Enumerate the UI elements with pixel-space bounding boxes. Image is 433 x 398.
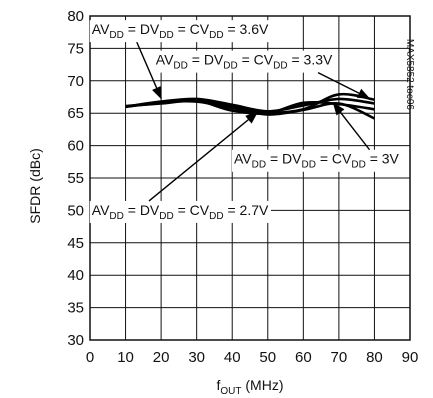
x-tick-label: 10: [117, 349, 134, 366]
x-tick-label: 70: [331, 349, 348, 366]
y-tick-label: 75: [67, 40, 84, 57]
y-tick-label: 40: [67, 267, 84, 284]
annotation-2: AVDD = DVDD = CVDD = 3.3V: [156, 52, 333, 72]
y-tick-label: 65: [67, 105, 84, 122]
annotation-arrow-1: [136, 41, 162, 100]
y-tick-label: 45: [67, 235, 84, 252]
annotation-background: [153, 50, 336, 73]
x-tick-label: 50: [259, 349, 276, 366]
y-tick-label: 50: [67, 202, 84, 219]
annotation-4: AVDD = DVDD = CVDD = 2.7V: [92, 202, 269, 222]
y-tick-label: 70: [67, 73, 84, 90]
annotation-background: [89, 20, 272, 43]
x-tick-label: 0: [86, 349, 94, 366]
x-tick-label: 60: [295, 349, 312, 366]
annotation-arrow-4: [148, 111, 259, 202]
y-tick-label: 80: [67, 8, 84, 25]
x-tick-label: 40: [224, 349, 241, 366]
annotation-arrow-2: [317, 71, 371, 99]
figure-code: MAX5852 toc06: [404, 39, 415, 111]
y-axis-label: SFDR (dBc): [27, 148, 43, 223]
annotation-background: [89, 200, 272, 223]
y-tick-label: 60: [67, 138, 84, 155]
y-tick-label: 30: [67, 332, 84, 349]
annotation-3: AVDD = DVDD = CVDD = 3V: [234, 151, 400, 171]
annotation-1: AVDD = DVDD = CVDD = 3.6V: [92, 21, 269, 41]
plot-frame: [89, 15, 411, 341]
x-tick-label: 20: [153, 349, 170, 366]
x-tick-label: 90: [402, 349, 419, 366]
x-tick-label: 80: [366, 349, 383, 366]
x-axis-label: fOUT (MHz): [217, 377, 284, 397]
y-tick-label: 55: [67, 170, 84, 187]
annotation-background: [232, 149, 402, 172]
y-tick-label: 35: [67, 300, 84, 317]
x-tick-label: 30: [188, 349, 205, 366]
annotation-arrow-3: [332, 102, 371, 151]
